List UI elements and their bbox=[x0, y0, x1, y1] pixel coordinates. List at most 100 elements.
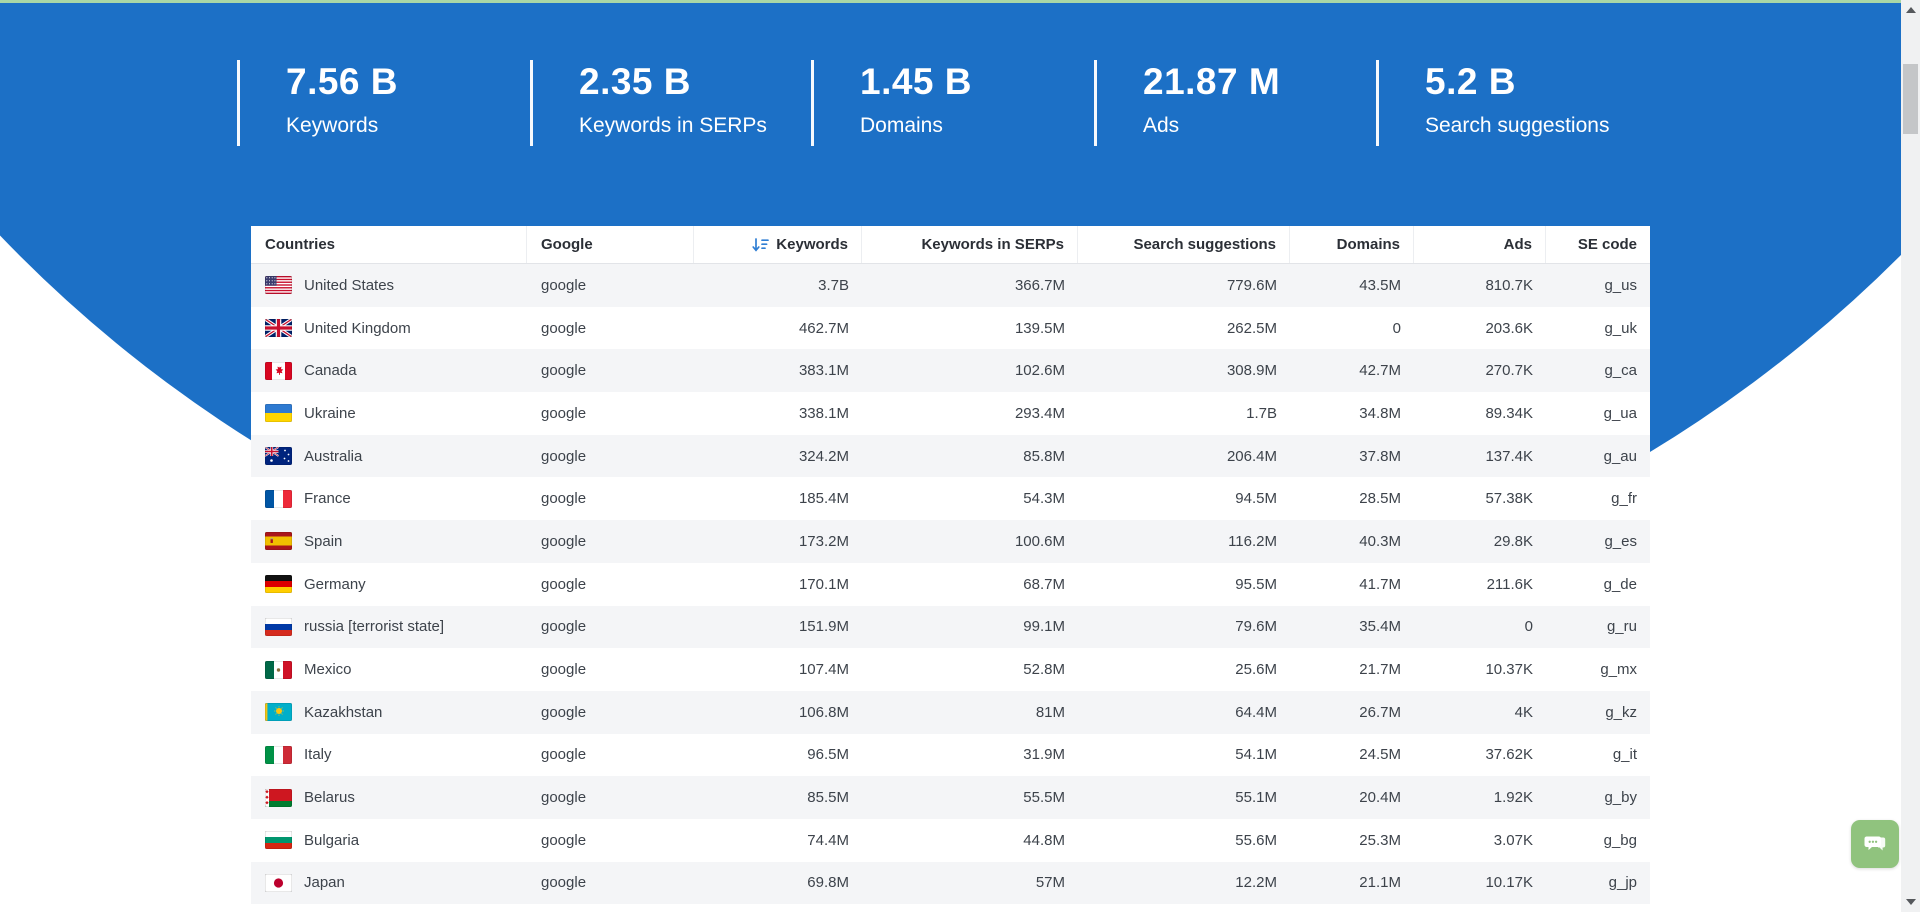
suggestions-cell: 55.6M bbox=[1235, 831, 1277, 849]
stat-value: 21.87 M bbox=[1143, 61, 1281, 102]
keywords-cell: 3.7B bbox=[818, 276, 849, 294]
suggestions-cell: 64.4M bbox=[1235, 703, 1277, 721]
table-row: Bulgaria google 74.4M 44.8M 55.6M 25.3M 3.07K g… bbox=[251, 818, 1650, 862]
country-cell: Italy bbox=[251, 745, 527, 764]
se-code-cell: g_au bbox=[1603, 447, 1637, 465]
stat-keywords-in-serps: 2.35 B Keywords in SERPs bbox=[530, 60, 767, 146]
country-cell: Ukraine bbox=[251, 404, 527, 423]
scrollbar-thumb[interactable] bbox=[1903, 64, 1918, 134]
domains-cell: 21.7M bbox=[1359, 661, 1401, 679]
se-code-cell: g_ua bbox=[1603, 404, 1637, 422]
stat-value: 1.45 B bbox=[860, 61, 973, 102]
ads-cell: 10.17K bbox=[1485, 874, 1533, 892]
ads-cell: 137.4K bbox=[1485, 447, 1533, 465]
table-row: Germany google 170.1M 68.7M 95.5M 41.7M 211.6K… bbox=[251, 562, 1650, 606]
stat-search-suggestions: 5.2 B Search suggestions bbox=[1376, 60, 1609, 146]
table-row: Belarus google 85.5M 55.5M 55.1M 20.4M 1.92K g_… bbox=[251, 776, 1650, 819]
domains-cell: 41.7M bbox=[1359, 575, 1401, 593]
country-cell: France bbox=[251, 489, 527, 508]
flag-ru-icon bbox=[264, 617, 293, 636]
table-row: Australia google 324.2M 85.8M 206.4M 37.8M 137… bbox=[251, 434, 1650, 478]
column-header-google[interactable]: Google bbox=[527, 226, 694, 263]
column-header-ads[interactable]: Ads bbox=[1414, 226, 1546, 263]
ads-cell: 1.92K bbox=[1493, 789, 1533, 807]
keywords-cell: 170.1M bbox=[798, 575, 849, 593]
keywords-cell: 462.7M bbox=[798, 319, 849, 337]
chat-bubbles-icon bbox=[1861, 830, 1889, 858]
sort-descending-icon[interactable] bbox=[752, 237, 770, 253]
serps-cell: 57M bbox=[1035, 874, 1065, 892]
serps-cell: 85.8M bbox=[1023, 447, 1065, 465]
ads-cell: 89.34K bbox=[1485, 404, 1533, 422]
scrollbar-up-arrow-icon[interactable] bbox=[1906, 7, 1916, 13]
stat-label: Domains bbox=[860, 114, 943, 137]
se-code-cell: g_jp bbox=[1608, 874, 1637, 892]
ads-cell: 810.7K bbox=[1485, 276, 1533, 294]
domains-cell: 20.4M bbox=[1359, 789, 1401, 807]
country-name: Japan bbox=[304, 874, 345, 892]
column-header-search-suggestions[interactable]: Search suggestions bbox=[1078, 226, 1290, 263]
country-cell: Belarus bbox=[251, 788, 527, 807]
keywords-cell: 96.5M bbox=[807, 746, 849, 764]
column-header-countries[interactable]: Countries bbox=[251, 226, 527, 263]
ads-cell: 211.6K bbox=[1486, 575, 1533, 593]
country-name: Spain bbox=[304, 532, 343, 550]
chat-widget-button[interactable] bbox=[1851, 820, 1899, 868]
column-header-domains[interactable]: Domains bbox=[1290, 226, 1414, 263]
suggestions-cell: 94.5M bbox=[1235, 490, 1277, 508]
flag-es-icon bbox=[264, 532, 293, 551]
stat-label: Search suggestions bbox=[1425, 114, 1610, 137]
serps-cell: 81M bbox=[1035, 703, 1065, 721]
country-name: Australia bbox=[304, 447, 363, 465]
se-code-cell: g_kz bbox=[1605, 703, 1637, 721]
domains-cell: 24.5M bbox=[1359, 746, 1401, 764]
se-code-cell: g_by bbox=[1604, 789, 1637, 807]
domains-cell: 34.8M bbox=[1359, 404, 1401, 422]
country-cell: Kazakhstan bbox=[251, 703, 527, 722]
scrollbar[interactable] bbox=[1901, 0, 1920, 912]
country-cell: Australia bbox=[251, 447, 527, 466]
flag-au-icon bbox=[264, 447, 293, 466]
suggestions-cell: 95.5M bbox=[1235, 575, 1277, 593]
suggestions-cell: 79.6M bbox=[1235, 618, 1277, 636]
serps-cell: 68.7M bbox=[1023, 575, 1065, 593]
country-name: Kazakhstan bbox=[304, 703, 383, 721]
column-header-keywords[interactable]: Keywords bbox=[694, 226, 862, 263]
country-cell: Mexico bbox=[251, 660, 527, 679]
flag-ca-icon bbox=[264, 361, 293, 380]
suggestions-cell: 25.6M bbox=[1235, 661, 1277, 679]
scrollbar-down-arrow-icon[interactable] bbox=[1906, 899, 1916, 905]
domains-cell: 42.7M bbox=[1359, 362, 1401, 380]
keywords-cell: 107.4M bbox=[798, 661, 849, 679]
se-code-cell: g_us bbox=[1604, 276, 1637, 294]
suggestions-cell: 54.1M bbox=[1235, 746, 1277, 764]
domains-cell: 26.7M bbox=[1359, 703, 1401, 721]
country-cell: russia [terrorist state] bbox=[251, 617, 527, 636]
ads-cell: 29.8K bbox=[1493, 532, 1533, 550]
serps-cell: 293.4M bbox=[1014, 404, 1065, 422]
domains-cell: 37.8M bbox=[1359, 447, 1401, 465]
se-code-cell: g_fr bbox=[1611, 490, 1637, 508]
flag-uk-icon bbox=[264, 319, 293, 338]
keywords-cell: 151.9M bbox=[798, 618, 849, 636]
table-body: United States google 3.7B 366.7M 779.6M 43.5M… bbox=[251, 264, 1650, 905]
domains-cell: 21.1M bbox=[1359, 874, 1401, 892]
table-row: United Kingdom google 462.7M 139.5M 262.5M 0 2… bbox=[251, 306, 1650, 350]
se-code-cell: g_it bbox=[1612, 746, 1637, 764]
search-engine-cell: google bbox=[541, 532, 587, 550]
table-row: Canada google 383.1M 102.6M 308.9M 42.7M 270.7… bbox=[251, 349, 1650, 393]
suggestions-cell: 12.2M bbox=[1235, 874, 1277, 892]
stat-value: 5.2 B bbox=[1425, 61, 1516, 102]
search-engine-cell: google bbox=[541, 661, 587, 679]
keywords-cell: 173.2M bbox=[798, 532, 849, 550]
table-row: United States google 3.7B 366.7M 779.6M 43.5M… bbox=[251, 264, 1650, 307]
country-name: Ukraine bbox=[304, 404, 356, 422]
stat-label: Keywords bbox=[286, 114, 379, 137]
stat-domains: 1.45 B Domains bbox=[811, 60, 972, 146]
table-row: Kazakhstan google 106.8M 81M 64.4M 26.7M 4K g_k… bbox=[251, 690, 1650, 734]
keywords-cell: 383.1M bbox=[798, 362, 849, 380]
stat-label: Keywords in SERPs bbox=[579, 114, 767, 137]
suggestions-cell: 55.1M bbox=[1235, 789, 1277, 807]
column-header-se-code[interactable]: SE code bbox=[1577, 236, 1637, 253]
column-header-keywords-in-serps[interactable]: Keywords in SERPs bbox=[862, 226, 1078, 263]
